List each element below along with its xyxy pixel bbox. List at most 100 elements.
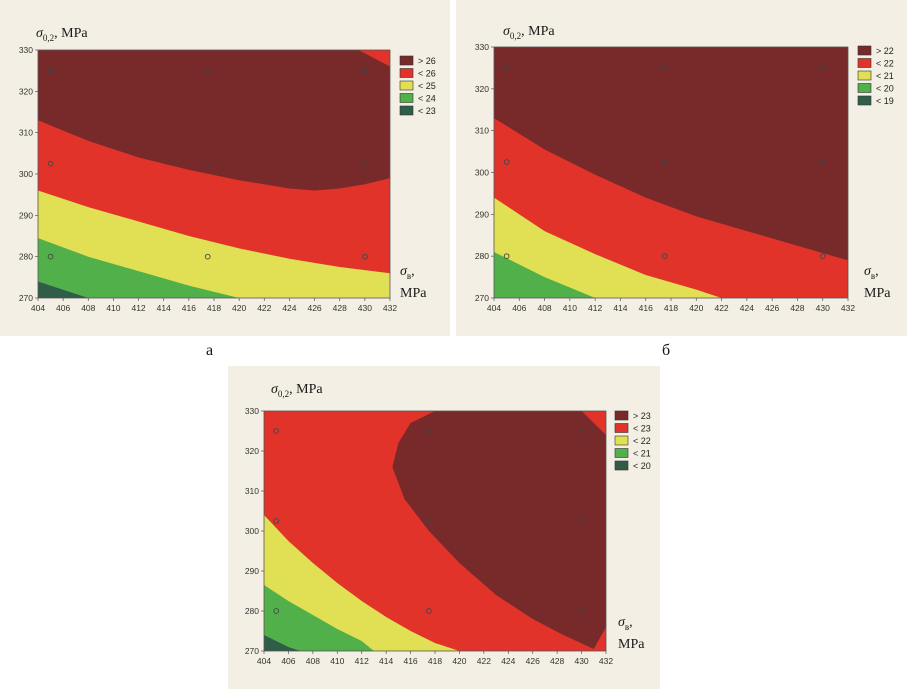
legend-swatch bbox=[399, 55, 414, 66]
x-tick-label: 414 bbox=[157, 303, 171, 313]
x-tick-label: 432 bbox=[841, 303, 855, 313]
chart-panel-c: σ0,2, MPa 404 406 408 410 412 414 416 418 420 422… bbox=[228, 366, 660, 689]
y-tick-label: 280 bbox=[475, 251, 489, 261]
design-point bbox=[661, 65, 668, 71]
y-tick-label: 300 bbox=[245, 526, 259, 536]
x-tick-label: 406 bbox=[56, 303, 70, 313]
x-tick-label: 406 bbox=[281, 656, 295, 666]
design-point bbox=[578, 428, 585, 434]
legend-label: < 19 bbox=[876, 96, 894, 106]
x-tick-label: 410 bbox=[330, 656, 344, 666]
x-tick-label: 430 bbox=[358, 303, 372, 313]
x-tick-label: 424 bbox=[282, 303, 296, 313]
legend-label: < 23 bbox=[418, 106, 436, 116]
legend-label: < 24 bbox=[418, 94, 436, 104]
design-point bbox=[47, 253, 54, 260]
x-tick-label: 428 bbox=[550, 656, 564, 666]
legend-swatch bbox=[399, 68, 414, 78]
x-tick-label: 416 bbox=[403, 656, 417, 666]
legend-swatch bbox=[614, 460, 629, 471]
y-tick-label: 290 bbox=[245, 566, 259, 576]
legend-label: > 22 bbox=[876, 46, 894, 56]
x-tick-label: 416 bbox=[639, 303, 653, 313]
legend-swatch bbox=[614, 410, 629, 421]
x-axis-title: σв, MPa bbox=[618, 615, 645, 652]
legend-label: > 23 bbox=[633, 411, 651, 421]
legend-swatch bbox=[399, 93, 414, 103]
chart-panel-a: σ0,2, MPa 404 406 408 410 412 414 416 418 420 422… bbox=[0, 0, 450, 336]
y-tick-label: 290 bbox=[19, 210, 33, 220]
x-tick-label: 412 bbox=[355, 656, 369, 666]
y-tick-label: 310 bbox=[245, 486, 259, 496]
x-tick-label: 410 bbox=[563, 303, 577, 313]
legend-label: < 23 bbox=[633, 424, 651, 434]
x-tick-label: 404 bbox=[487, 303, 501, 313]
legend-label: < 20 bbox=[876, 84, 894, 94]
legend-swatch bbox=[614, 435, 629, 446]
legend-swatch bbox=[857, 45, 872, 56]
design-point bbox=[204, 253, 211, 260]
design-point bbox=[578, 608, 585, 614]
legend-label: < 25 bbox=[418, 81, 436, 91]
design-point bbox=[819, 253, 826, 260]
design-point bbox=[819, 65, 826, 71]
region-> 23 bbox=[392, 411, 606, 649]
y-tick-label: 290 bbox=[475, 209, 489, 219]
contour-plot: 404 406 408 410 412 414 416 418 420 422 424 426 428 4… bbox=[245, 406, 651, 666]
design-point bbox=[503, 65, 510, 71]
x-tick-label: 420 bbox=[232, 303, 246, 313]
design-point bbox=[204, 67, 211, 74]
y-tick-label: 270 bbox=[245, 646, 259, 656]
region-< 24 bbox=[38, 238, 240, 298]
legend-swatch bbox=[614, 448, 629, 458]
x-tick-label: 426 bbox=[526, 656, 540, 666]
x-tick-label: 426 bbox=[765, 303, 779, 313]
x-tick-label: 412 bbox=[588, 303, 602, 313]
design-point bbox=[47, 160, 54, 167]
legend-label: < 20 bbox=[633, 461, 651, 471]
legend-swatch bbox=[399, 80, 414, 91]
x-tick-label: 414 bbox=[613, 303, 627, 313]
legend-label: > 26 bbox=[418, 56, 436, 66]
x-tick-label: 408 bbox=[306, 656, 320, 666]
x-axis-title: σв, MPa bbox=[864, 264, 891, 301]
x-tick-label: 432 bbox=[383, 303, 397, 313]
region-corner bbox=[358, 50, 390, 67]
y-tick-label: 330 bbox=[19, 45, 33, 55]
legend-swatch bbox=[857, 83, 872, 93]
design-point bbox=[661, 253, 668, 260]
x-tick-label: 408 bbox=[537, 303, 551, 313]
design-point bbox=[426, 608, 432, 614]
x-tick-label: 426 bbox=[307, 303, 321, 313]
x-tick-label: 404 bbox=[257, 656, 271, 666]
y-tick-label: 300 bbox=[19, 169, 33, 179]
legend-label: < 21 bbox=[876, 71, 894, 81]
x-tick-label: 416 bbox=[182, 303, 196, 313]
design-point bbox=[273, 428, 280, 434]
x-tick-label: 428 bbox=[790, 303, 804, 313]
y-tick-label: 320 bbox=[245, 446, 259, 456]
x-axis-title: σв, MPa bbox=[400, 264, 427, 301]
x-tick-label: 424 bbox=[501, 656, 515, 666]
x-tick-label: 420 bbox=[689, 303, 703, 313]
chart-panel-b: σ0,2, MPa 404 406 408 410 412 414 416 418 420 422… bbox=[456, 0, 907, 336]
design-point bbox=[204, 160, 211, 167]
y-tick-label: 330 bbox=[245, 406, 259, 416]
x-tick-label: 418 bbox=[428, 656, 442, 666]
y-tick-label: 270 bbox=[19, 293, 33, 303]
x-tick-label: 412 bbox=[131, 303, 145, 313]
caption-a: а bbox=[206, 342, 214, 359]
x-tick-label: 428 bbox=[333, 303, 347, 313]
legend-swatch bbox=[857, 58, 872, 68]
y-tick-label: 320 bbox=[19, 86, 33, 96]
design-point bbox=[362, 253, 368, 260]
x-tick-label: 424 bbox=[740, 303, 754, 313]
legend-label: < 26 bbox=[418, 69, 436, 79]
x-tick-label: 422 bbox=[257, 303, 271, 313]
design-point bbox=[47, 67, 54, 74]
region-< 21 bbox=[264, 585, 374, 651]
y-tick-label: 330 bbox=[475, 42, 489, 52]
x-tick-label: 406 bbox=[512, 303, 526, 313]
x-tick-label: 408 bbox=[81, 303, 95, 313]
y-tick-label: 300 bbox=[475, 168, 489, 178]
